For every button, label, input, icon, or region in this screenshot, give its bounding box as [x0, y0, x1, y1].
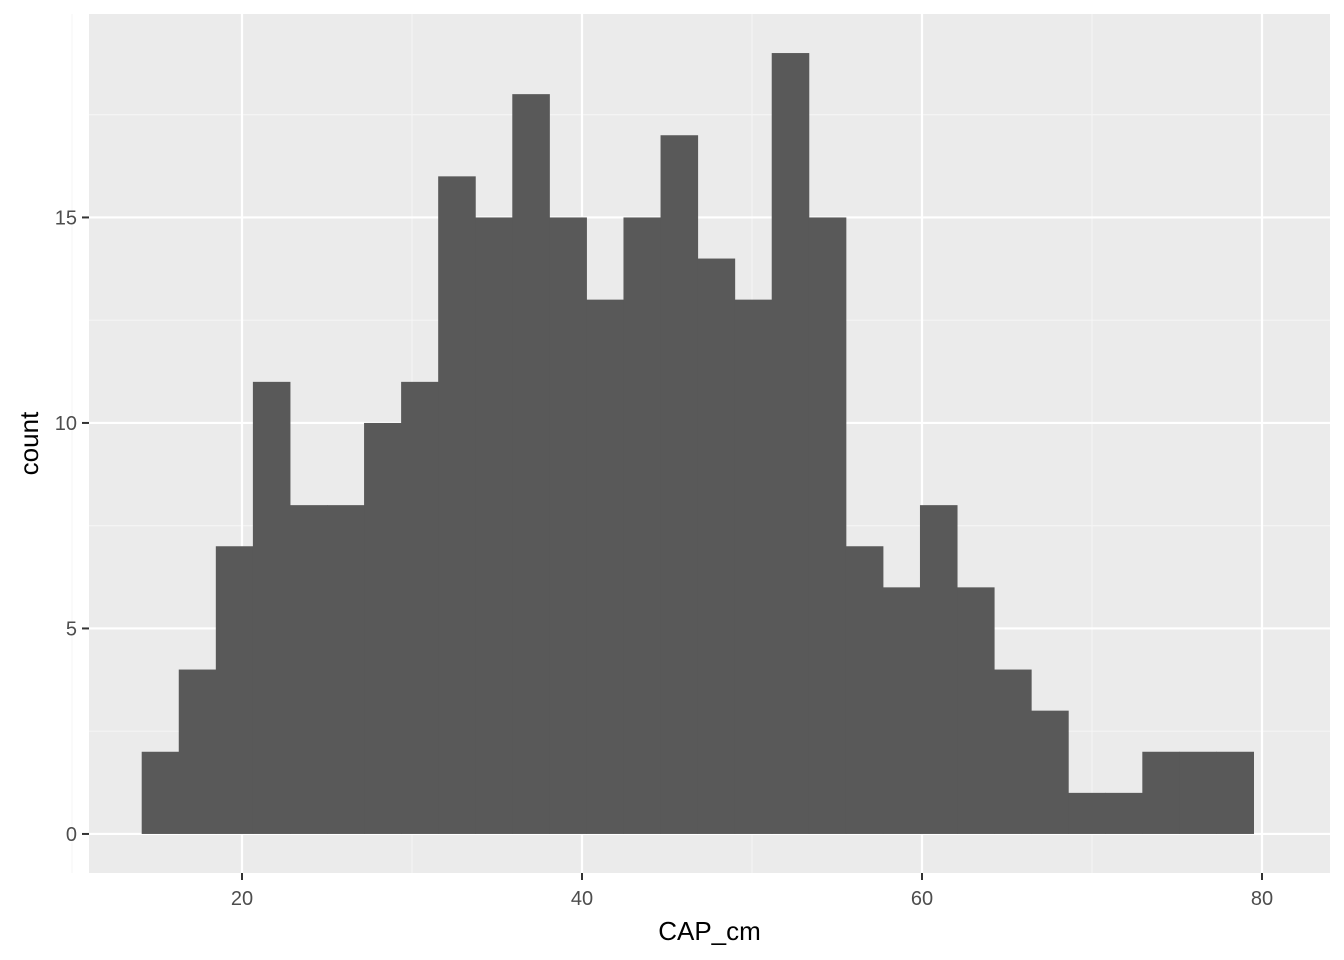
- histogram-bar: [512, 94, 550, 834]
- histogram-bar: [1068, 792, 1106, 834]
- histogram-bar: [1031, 710, 1069, 834]
- x-tick-label: 80: [1251, 888, 1273, 910]
- histogram-bar: [586, 299, 624, 834]
- histogram-bar: [697, 258, 736, 834]
- histogram-bar: [808, 217, 847, 834]
- histogram-bar: [957, 587, 995, 834]
- histogram-bar: [882, 587, 921, 834]
- y-tick-label: 0: [66, 824, 77, 846]
- histogram-bar: [475, 217, 513, 834]
- histogram-bar: [623, 217, 662, 834]
- histogram-bars: [141, 53, 1254, 834]
- histogram-bar: [401, 381, 439, 834]
- histogram-bar: [327, 505, 365, 834]
- histogram-bar: [660, 135, 699, 834]
- histogram-bar: [994, 669, 1032, 834]
- histogram-bar: [771, 53, 810, 834]
- x-tick-label: 60: [911, 888, 933, 910]
- y-tick-label: 10: [55, 413, 77, 435]
- histogram-bar: [215, 546, 254, 834]
- histogram-bar: [1179, 751, 1217, 834]
- y-axis-title: count: [14, 411, 44, 475]
- x-axis-title: CAP_cm: [658, 916, 761, 946]
- histogram-bar: [364, 422, 402, 834]
- histogram-bar: [1142, 751, 1180, 834]
- x-tick-label: 40: [571, 888, 593, 910]
- histogram-bar: [1105, 792, 1143, 834]
- histogram-bar: [438, 176, 476, 834]
- histogram-bar: [289, 505, 328, 834]
- histogram-bar: [1216, 751, 1254, 834]
- histogram-bar: [141, 751, 180, 834]
- histogram-bar: [252, 381, 291, 834]
- y-axis: 0 5 10 15: [55, 207, 89, 846]
- y-tick-label: 5: [66, 618, 77, 640]
- histogram-bar: [845, 546, 884, 834]
- x-tick-label: 20: [231, 888, 253, 910]
- x-axis: 20 40 60 80: [231, 873, 1273, 910]
- histogram-bar: [734, 299, 773, 834]
- histogram-bar: [549, 217, 587, 834]
- y-tick-label: 15: [55, 207, 77, 229]
- histogram-bar: [919, 505, 958, 834]
- histogram-bar: [178, 669, 217, 834]
